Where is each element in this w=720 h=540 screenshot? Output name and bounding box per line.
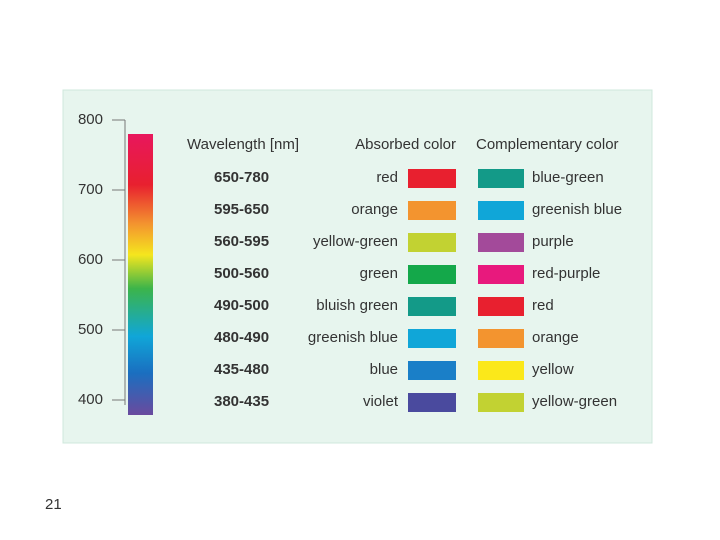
complementary-name: purple	[532, 233, 574, 250]
absorbed-name: blue	[370, 361, 398, 378]
absorbed-name: bluish green	[316, 297, 398, 314]
complementary-name: red-purple	[532, 265, 600, 282]
wavelength: 435-480	[214, 361, 269, 378]
complementary-swatch	[478, 297, 524, 316]
complementary-name: yellow-green	[532, 393, 617, 410]
absorbed-swatch	[408, 329, 456, 348]
scale-label: 600	[78, 251, 103, 268]
absorbed-name: red	[376, 169, 398, 186]
absorbed-swatch	[408, 233, 456, 252]
absorbed-swatch	[408, 169, 456, 188]
scale-label: 500	[78, 321, 103, 338]
complementary-swatch	[478, 361, 524, 380]
absorbed-name: green	[360, 265, 398, 282]
absorbed-name: violet	[363, 393, 399, 410]
absorbed-swatch	[408, 297, 456, 316]
absorbed-name: greenish blue	[308, 329, 398, 346]
scale-label: 700	[78, 181, 103, 198]
absorbed-swatch	[408, 361, 456, 380]
absorbed-swatch	[408, 265, 456, 284]
complementary-swatch	[478, 329, 524, 348]
complementary-name: yellow	[532, 361, 574, 378]
complementary-name: orange	[532, 329, 579, 346]
absorbed-name: yellow-green	[313, 233, 398, 250]
absorbed-swatch	[408, 201, 456, 220]
wavelength: 560-595	[214, 233, 269, 250]
column-header: Wavelength [nm]	[187, 136, 299, 153]
complementary-swatch	[478, 201, 524, 220]
column-header: Complementary color	[476, 136, 619, 153]
absorbed-name: orange	[351, 201, 398, 218]
wavelength: 490-500	[214, 297, 269, 314]
complementary-name: red	[532, 297, 554, 314]
wavelength: 480-490	[214, 329, 269, 346]
complementary-name: greenish blue	[532, 201, 622, 218]
spectrum-bar	[128, 134, 153, 415]
wavelength: 650-780	[214, 169, 269, 186]
scale-label: 800	[78, 111, 103, 128]
panel	[62, 89, 653, 444]
complementary-swatch	[478, 265, 524, 284]
complementary-name: blue-green	[532, 169, 604, 186]
wavelength: 595-650	[214, 201, 269, 218]
wavelength: 380-435	[214, 393, 269, 410]
absorbed-swatch	[408, 393, 456, 412]
complementary-swatch	[478, 169, 524, 188]
complementary-swatch	[478, 393, 524, 412]
complementary-swatch	[478, 233, 524, 252]
wavelength: 500-560	[214, 265, 269, 282]
column-header: Absorbed color	[355, 136, 456, 153]
page-number: 21	[45, 496, 62, 513]
scale-label: 400	[78, 391, 103, 408]
